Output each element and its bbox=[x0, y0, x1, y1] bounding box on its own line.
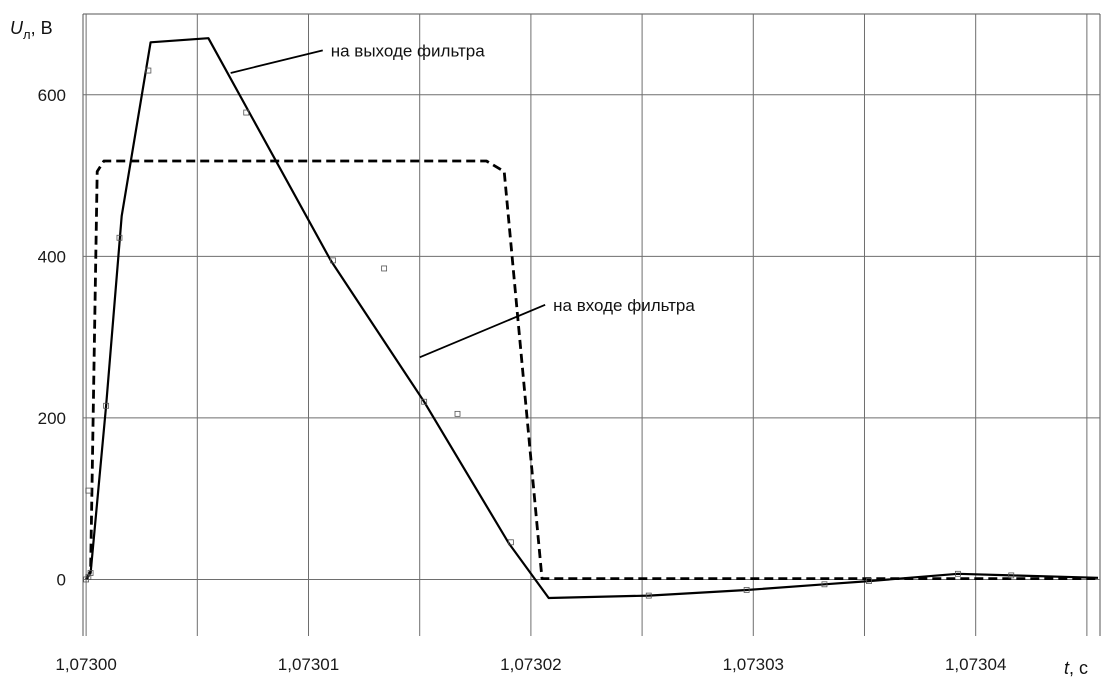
data-marker bbox=[821, 581, 828, 588]
annotation-label-1: на выходе фильтра bbox=[331, 41, 485, 60]
data-marker bbox=[1008, 572, 1015, 579]
y-tick-label: 200 bbox=[38, 409, 66, 428]
y-tick-label: 600 bbox=[38, 86, 66, 105]
x-tick-label: 1,07302 bbox=[500, 655, 561, 674]
data-marker bbox=[421, 398, 428, 405]
series-line-1 bbox=[85, 37, 1099, 600]
annotation-leader-1 bbox=[230, 49, 323, 74]
y-axis-symbol: U bbox=[10, 18, 24, 38]
data-marker bbox=[954, 570, 961, 577]
x-axis-symbol: t bbox=[1064, 658, 1070, 678]
data-marker bbox=[454, 410, 461, 417]
grid-layer bbox=[82, 13, 1101, 636]
x-axis-title: t, с bbox=[1064, 658, 1088, 678]
data-marker bbox=[330, 257, 336, 264]
data-marker bbox=[381, 265, 388, 272]
y-tick-label: 400 bbox=[38, 247, 66, 266]
x-tick-label: 1,07301 bbox=[278, 655, 339, 674]
y-axis-title: Uл, В bbox=[10, 18, 53, 42]
y-tick-label: 0 bbox=[57, 570, 66, 589]
data-marker bbox=[116, 234, 123, 241]
data-marker bbox=[507, 539, 514, 546]
data-marker bbox=[85, 574, 92, 580]
annotation-leader-2 bbox=[419, 303, 546, 359]
marker-layer bbox=[83, 67, 1015, 599]
annotation-label-2: на входе фильтра bbox=[553, 296, 695, 315]
series-line-2 bbox=[84, 159, 1098, 581]
x-tick-label: 1,07300 bbox=[55, 655, 116, 674]
y-axis-subscript: л bbox=[23, 27, 31, 42]
data-marker bbox=[103, 402, 110, 409]
data-marker bbox=[866, 578, 872, 584]
data-marker bbox=[85, 487, 92, 494]
x-tick-label: 1,07304 bbox=[945, 655, 1006, 674]
data-marker bbox=[743, 587, 750, 593]
x-axis-unit: , с bbox=[1069, 658, 1088, 678]
data-marker bbox=[645, 592, 652, 599]
series-layer bbox=[84, 37, 1099, 600]
data-marker bbox=[145, 67, 152, 74]
y-axis-unit: , В bbox=[31, 18, 53, 38]
tick-layer: 0 200 400 600 1,07300 1,07301 1,07302 1,07303 1,… bbox=[38, 86, 1007, 674]
annotation-layer: на выходе фильтра на входе фильтра bbox=[230, 41, 695, 359]
x-tick-label: 1,07303 bbox=[723, 655, 784, 674]
data-marker bbox=[243, 109, 250, 116]
